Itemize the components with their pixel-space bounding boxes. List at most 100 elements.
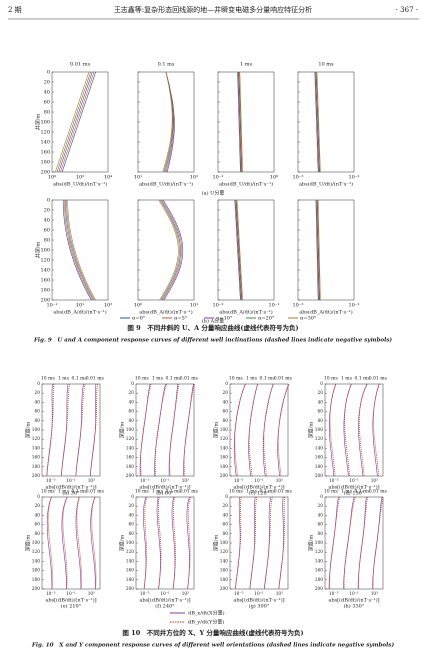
y-curve [46, 383, 55, 477]
y-curve [76, 496, 82, 590]
y-tick-label: 140 [220, 446, 228, 451]
x-tick-label: 10³ [276, 591, 283, 597]
running-title: 王志鑫等:复杂形态回线源的地—井瞬变电磁多分量响应特征分析 [114, 5, 312, 14]
y-tick-label: 80 [44, 110, 50, 116]
y-tick-label: 0 [37, 382, 40, 387]
y-tick-label: 20 [35, 504, 41, 509]
y-tick-label: 60 [35, 523, 41, 528]
y-curve [187, 496, 191, 590]
y-curve [249, 496, 258, 590]
y-curve [329, 496, 340, 590]
y-tick-label: 80 [35, 532, 41, 537]
y-tick-label: 140 [126, 446, 134, 451]
y-tick-label: 40 [223, 400, 229, 405]
panel-frame [135, 383, 195, 477]
time-label: 0.1 ms [166, 489, 182, 495]
x-tick-label: 10⁻² [348, 303, 359, 309]
y-curve [277, 383, 290, 477]
response-curve [162, 71, 173, 173]
time-label: 10 ms [229, 376, 243, 382]
panel-frame [229, 496, 289, 590]
y-tick-label: 40 [223, 513, 229, 518]
y-tick-label: 120 [32, 550, 40, 555]
x-tick-label: 10⁻⁵ [140, 478, 150, 484]
panel-frame [297, 71, 355, 173]
x-axis-label: abs(dB_A/dt)/(nT·s⁻¹) [219, 309, 273, 316]
x-axis-label: abs(dB_U/dt)/(nT·s⁻¹) [299, 181, 353, 188]
response-curve [237, 72, 242, 173]
y-tick-label: 120 [315, 550, 323, 555]
y-tick-label: 200 [40, 170, 50, 176]
y-tick-label: 100 [40, 120, 50, 126]
y-tick-label: 60 [129, 523, 135, 528]
y-tick-label: 80 [318, 419, 324, 424]
x-axis-label: abs(dB_A/dt)/(nT·s⁻¹) [139, 309, 193, 316]
y-tick-label: 180 [126, 465, 134, 470]
y-tick-label: 140 [315, 446, 323, 451]
x-tick-label: 10⁻¹ [66, 591, 76, 597]
y-tick-label: 80 [129, 532, 135, 537]
panel-title: 0.1 ms [158, 62, 175, 68]
y-tick-label: 60 [44, 100, 50, 106]
x-curve [264, 496, 272, 590]
y-tick-label: 180 [315, 465, 323, 470]
x-axis-label: abs[(dB/dt)/(nT·s⁻¹)] [45, 597, 96, 604]
response-curve [161, 199, 183, 301]
y-tick-label: 160 [315, 569, 323, 574]
legend-label: α=0° [132, 316, 146, 322]
y-tick-label: 160 [32, 456, 40, 461]
y-tick-label: 100 [32, 541, 40, 546]
y-curve [248, 383, 259, 477]
y-axis-label: 深度/m [25, 422, 32, 439]
time-label: 0.1 ms [355, 376, 371, 382]
x-tick-label: 10³ [182, 478, 189, 484]
x-tick-label: 10⁻¹ [349, 591, 359, 597]
y-tick-label: 140 [40, 140, 50, 146]
x-curve [75, 496, 82, 590]
y-tick-label: 20 [44, 208, 50, 214]
y-tick-label: 200 [126, 587, 134, 592]
y-tick-label: 40 [318, 400, 324, 405]
fig9-caption-en: Fig. 9 U and A component response curves… [33, 337, 392, 344]
response-curve [236, 199, 243, 301]
y-tick-label: 160 [315, 456, 323, 461]
y-tick-label: 140 [32, 446, 40, 451]
subcaption: (c) 120° [249, 490, 270, 497]
panel-frame [229, 383, 289, 477]
x-axis-label: abs(dB_A/dt)/(nT·s⁻¹) [53, 309, 107, 316]
response-curve [236, 199, 243, 301]
x-tick-label: 10⁻¹ [212, 175, 223, 181]
y-curve [183, 383, 195, 477]
y-axis-label: 深度/m [213, 422, 220, 439]
x-tick-label: 10⁻¹ [160, 478, 170, 484]
x-tick-label: 10⁻³ [292, 303, 303, 309]
panel-frame [297, 199, 355, 301]
panel-title: 1 ms [240, 62, 253, 68]
y-tick-label: 40 [129, 400, 135, 405]
x-tick-label: 10³ [88, 478, 95, 484]
y-tick-label: 0 [47, 70, 50, 76]
response-curve [60, 71, 95, 173]
time-label: 0.01 ms [180, 376, 199, 382]
y-tick-label: 20 [129, 391, 135, 396]
y-tick-label: 60 [223, 523, 229, 528]
x-tick-label: 10³ [182, 591, 189, 597]
x-tick-label: 10¹ [134, 175, 142, 181]
x-tick-label: 10⁻³ [292, 175, 303, 181]
response-curve [163, 71, 173, 173]
y-curve [263, 496, 273, 590]
panel-frame [137, 71, 195, 173]
response-curve [317, 200, 321, 301]
response-curve [315, 72, 319, 173]
issue: 2 期 [8, 6, 22, 14]
y-curve [143, 496, 148, 590]
x-axis-label: abs(dB_U/dt)/(nT·s⁻¹) [139, 181, 193, 188]
x-tick-label: 10⁻¹ [160, 591, 170, 597]
time-label: 10 ms [229, 489, 243, 495]
y-axis-label: 深度/m [119, 535, 126, 552]
response-curve [314, 71, 319, 173]
time-label: 0.1 ms [166, 376, 182, 382]
x-curve [372, 383, 380, 477]
y-tick-label: 120 [126, 437, 134, 442]
time-label: 0.01 ms [369, 489, 388, 495]
